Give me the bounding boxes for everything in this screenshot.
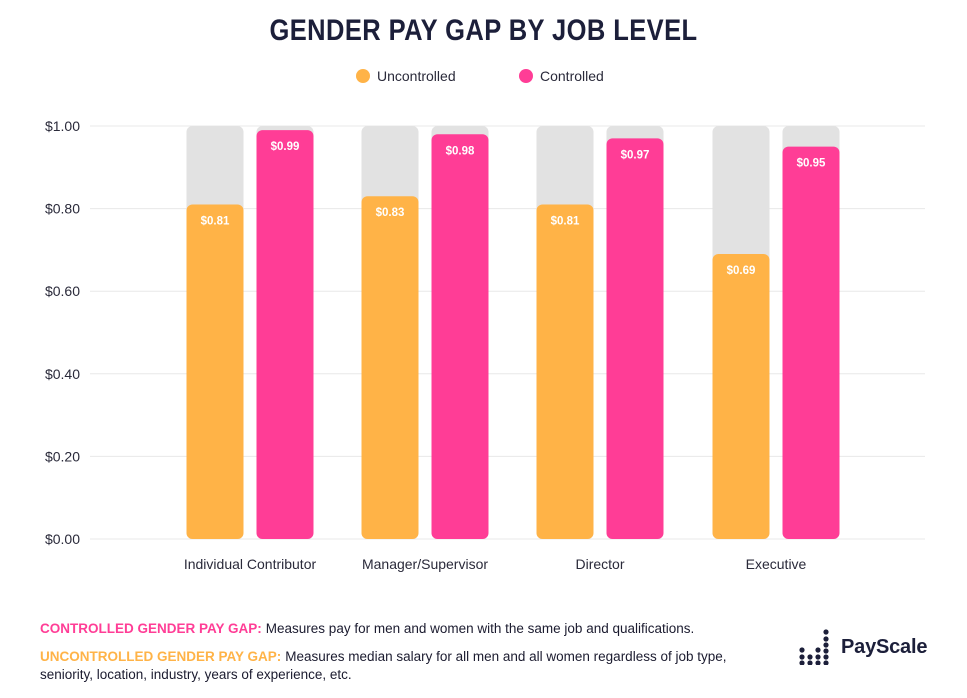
footnote-uncontrolled-text: Measures median salary for all men and a… bbox=[40, 649, 727, 682]
bar-value-label: $0.99 bbox=[271, 141, 300, 153]
bar-controlled bbox=[606, 138, 664, 539]
brand-name: PayScale bbox=[841, 635, 928, 658]
bar-value-label: $0.81 bbox=[551, 215, 580, 227]
y-tick-label: $0.20 bbox=[45, 448, 80, 464]
y-tick-label: $0.00 bbox=[45, 531, 80, 547]
bar-value-label: $0.69 bbox=[727, 265, 756, 277]
y-tick-label: $1.00 bbox=[45, 118, 80, 134]
bar-value-label: $0.95 bbox=[797, 158, 826, 170]
legend-swatch-controlled bbox=[519, 69, 533, 83]
footnote-controlled-text: Measures pay for men and women with the … bbox=[265, 621, 695, 636]
bar-controlled bbox=[782, 146, 840, 539]
bar-chart: $1.00 $0.80 $0.60 $0.40 $0.20 $0.00 $0.81 $0.99… bbox=[45, 118, 925, 572]
bar-uncontrolled bbox=[361, 196, 419, 539]
x-category-label: Manager/Supervisor bbox=[362, 556, 488, 572]
y-tick-label: $0.80 bbox=[45, 201, 80, 217]
bar-uncontrolled bbox=[712, 254, 770, 539]
bar-uncontrolled bbox=[536, 204, 594, 539]
legend-swatch-uncontrolled bbox=[356, 69, 370, 83]
y-tick-label: $0.40 bbox=[45, 366, 80, 382]
y-tick-label: $0.60 bbox=[45, 283, 80, 299]
footnote-uncontrolled: UNCONTROLLED GENDER PAY GAP: Measures med… bbox=[40, 648, 740, 684]
bar-value-label: $0.83 bbox=[376, 207, 405, 219]
footnote-controlled: CONTROLLED GENDER PAY GAP: Measures pay f… bbox=[40, 620, 740, 638]
bar-value-label: $0.98 bbox=[446, 145, 475, 157]
legend-item-controlled: Controlled bbox=[519, 68, 604, 84]
brand-logo: PayScale bbox=[799, 629, 927, 665]
x-category-label: Executive bbox=[746, 556, 807, 572]
bar-controlled bbox=[256, 130, 314, 539]
chart-title: GENDER PAY GAP BY JOB LEVEL bbox=[269, 14, 698, 47]
bar-controlled bbox=[431, 134, 489, 539]
footnote-controlled-key: CONTROLLED GENDER PAY GAP: bbox=[40, 621, 262, 636]
legend-label-controlled: Controlled bbox=[540, 68, 604, 84]
bar-uncontrolled bbox=[186, 204, 244, 539]
x-category-label: Director bbox=[575, 556, 624, 572]
payscale-logo-icon bbox=[799, 629, 829, 665]
bar-value-label: $0.97 bbox=[621, 149, 650, 161]
bar-value-label: $0.81 bbox=[201, 215, 230, 227]
legend-item-uncontrolled: Uncontrolled bbox=[356, 68, 456, 84]
footnote-uncontrolled-key: UNCONTROLLED GENDER PAY GAP: bbox=[40, 649, 282, 664]
legend-label-uncontrolled: Uncontrolled bbox=[377, 68, 456, 84]
legend: Uncontrolled Controlled bbox=[0, 68, 967, 88]
x-category-label: Individual Contributor bbox=[184, 556, 317, 572]
